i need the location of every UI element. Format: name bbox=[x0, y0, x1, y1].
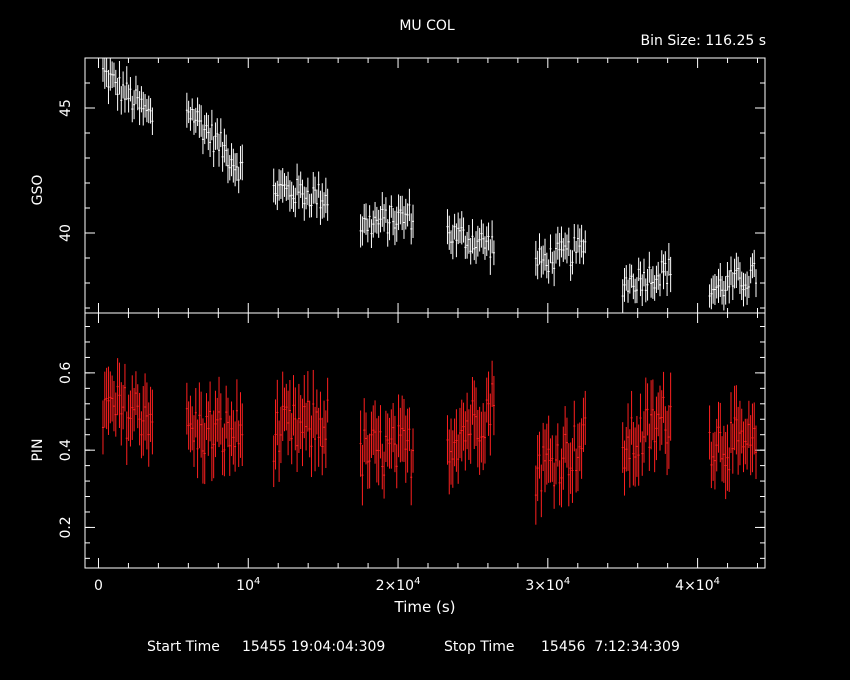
pin-ticks: 0.2 0.4 0.6 bbox=[58, 313, 765, 568]
y-tick-label: 0.2 bbox=[58, 516, 74, 538]
y-tick-label: 0.6 bbox=[58, 362, 74, 384]
gso-series bbox=[101, 58, 758, 313]
y-tick-label: 0.4 bbox=[58, 439, 74, 461]
gso-ticks: 40 45 bbox=[58, 57, 765, 313]
pin-axis-label: PIN bbox=[30, 438, 46, 461]
x-tick-label: 104 bbox=[236, 576, 260, 594]
start-time-label: Start Time bbox=[147, 639, 220, 655]
gso-panel: GSO 40 45 bbox=[30, 57, 766, 314]
pin-series bbox=[101, 358, 758, 525]
x-axis-label: Time (s) bbox=[394, 598, 456, 616]
bin-size-label: Bin Size: 116.25 s bbox=[641, 33, 766, 49]
x-tick-label: 4×104 bbox=[675, 576, 720, 594]
pin-panel: PIN 0.2 0.4 0.6 0 104 2×104 3×104 4×104 bbox=[30, 312, 766, 594]
x-tick-label: 2×104 bbox=[376, 576, 421, 594]
start-time-value: 15455 19:04:04:309 bbox=[242, 639, 385, 655]
footer: Start Time 15455 19:04:04:309 Stop Time … bbox=[147, 639, 680, 655]
x-tick-label: 0 bbox=[94, 578, 103, 594]
stop-time-value: 15456 7:12:34:309 bbox=[541, 639, 680, 655]
x-tick-labels: 0 104 2×104 3×104 4×104 bbox=[94, 576, 720, 594]
pin-panel-frame bbox=[84, 312, 766, 569]
stop-time-label: Stop Time bbox=[444, 639, 515, 655]
y-tick-label: 40 bbox=[58, 224, 74, 242]
gso-axis-label: GSO bbox=[30, 175, 46, 206]
x-tick-label: 3×104 bbox=[525, 576, 570, 594]
chart-title: MU COL bbox=[399, 18, 455, 34]
y-tick-label: 45 bbox=[58, 99, 74, 117]
